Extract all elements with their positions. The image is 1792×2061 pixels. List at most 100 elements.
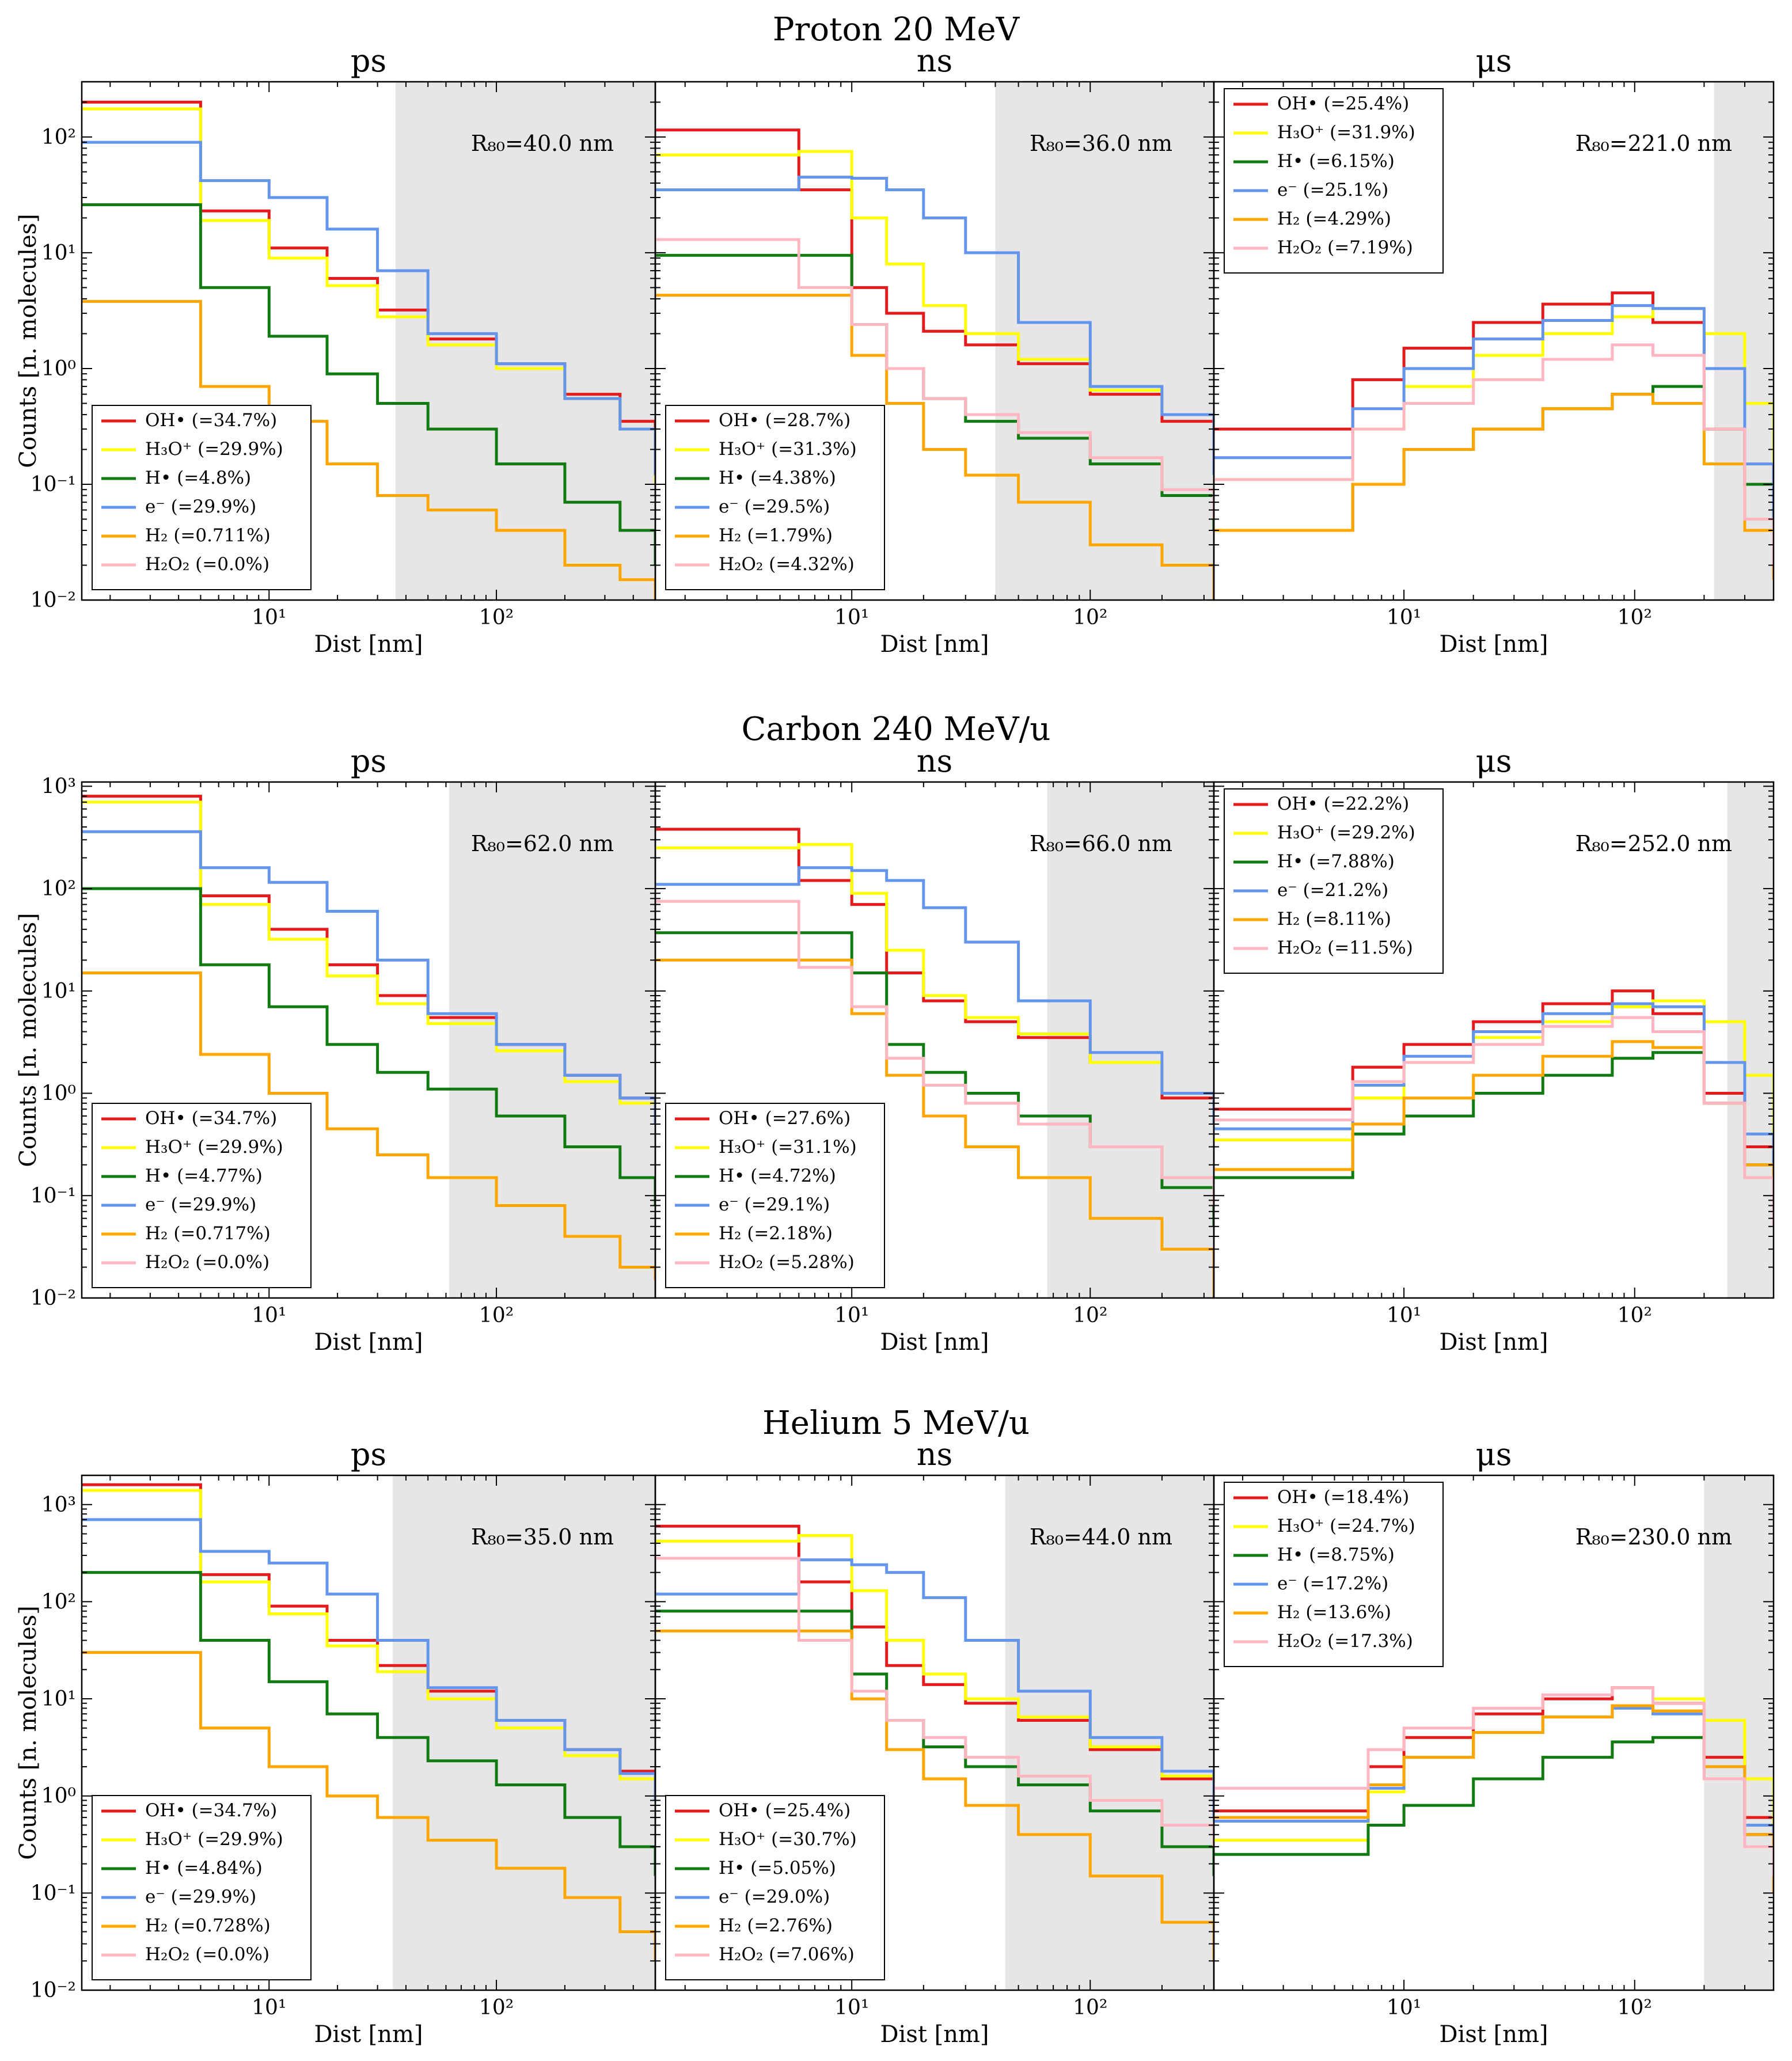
series-e	[82, 141, 655, 476]
x-tick-label: 10¹	[834, 1304, 869, 1327]
y-tick-label: 10³	[41, 775, 76, 798]
legend-entry-e: e⁻ (=29.5%)	[719, 496, 830, 517]
y-tick-label: 10⁰	[41, 357, 76, 381]
x-axis-label: Dist [nm]	[314, 631, 423, 658]
series-H2O2	[655, 899, 1214, 1206]
legend-entry-H: H• (=4.72%)	[719, 1166, 836, 1186]
legend-entry-H2O2: H₂O₂ (=7.06%)	[719, 1944, 855, 1965]
y-tick-label: 10¹	[41, 980, 76, 1003]
legend-entry-H3O: H₃O⁺ (=24.7%)	[1277, 1516, 1415, 1536]
y-tick-label: 10²	[41, 1590, 76, 1614]
series-H2	[82, 971, 655, 1280]
x-tick-label: 10¹	[1387, 1304, 1421, 1327]
series-H	[82, 887, 655, 1206]
legend-entry-H2: H₂ (=2.76%)	[719, 1915, 833, 1936]
series-e	[1214, 1002, 1774, 1188]
legend: OH• (=34.7%) H₃O⁺ (=29.9%) H• (=4.8%) e⁻ (=…	[92, 405, 312, 590]
panel-title: μs	[1476, 1436, 1512, 1472]
legend-entry-H3O: H₃O⁺ (=29.2%)	[1277, 822, 1415, 843]
y-tick-label: 10⁰	[41, 1785, 76, 1808]
legend-entry-e: e⁻ (=29.9%)	[145, 1194, 256, 1215]
y-tick-label: 10⁻¹	[31, 1184, 76, 1208]
legend-entry-OH: OH• (=22.2%)	[1277, 794, 1409, 814]
panel-1-1: 10¹ 10² ns Dist [nm] R₈₀=66.0 nm OH• (=27.6%)…	[654, 743, 1215, 1356]
legend-entry-H2: H₂ (=2.18%)	[719, 1223, 833, 1244]
r80-label: R₈₀=36.0 nm	[1030, 131, 1172, 156]
legend-entry-OH: OH• (=34.7%)	[145, 410, 277, 431]
series-H	[1214, 1051, 1774, 1219]
panel-title: ns	[917, 1436, 953, 1472]
panel-1-2: 10¹ 10² μs Dist [nm] R₈₀=252.0 nm OH• (=22.2%…	[1213, 743, 1775, 1356]
legend-entry-H2O2: H₂O₂ (=0.0%)	[145, 1944, 269, 1965]
series-e	[82, 830, 655, 1124]
r80-shade	[395, 82, 655, 600]
r80-label: R₈₀=44.0 nm	[1030, 1524, 1172, 1550]
panel-title: ps	[351, 43, 386, 79]
legend-entry-H2O2: H₂O₂ (=5.28%)	[719, 1252, 855, 1273]
legend-entry-H2: H₂ (=13.6%)	[1277, 1602, 1391, 1623]
y-tick-label: 10⁻¹	[31, 1881, 76, 1905]
y-tick-label: 10²	[41, 126, 76, 149]
y-tick-label: 10⁻²	[31, 589, 76, 612]
series-H	[82, 1571, 655, 1876]
r80-label: R₈₀=230.0 nm	[1575, 1524, 1732, 1550]
x-tick-label: 10²	[1073, 606, 1107, 629]
series-H	[1214, 1736, 1774, 1893]
legend-entry-H2O2: H₂O₂ (=0.0%)	[145, 1252, 269, 1273]
panel-title: ns	[917, 43, 953, 79]
legend: OH• (=18.4%) H₃O⁺ (=24.7%) H• (=8.75%) e⁻ (…	[1224, 1482, 1444, 1667]
row-title: Proton 20 MeV	[773, 11, 1020, 48]
legend: OH• (=27.6%) H₃O⁺ (=31.1%) H• (=4.72%) e⁻ (…	[665, 1103, 885, 1288]
series-H2	[1214, 393, 1774, 580]
legend-entry-OH: OH• (=34.7%)	[145, 1800, 277, 1821]
row-title: Carbon 240 MeV/u	[742, 711, 1051, 748]
series-H2O2	[1214, 1016, 1774, 1227]
panel-title: ps	[351, 1436, 386, 1472]
x-axis-label: Dist [nm]	[314, 1329, 423, 1356]
y-tick-label: 10³	[41, 1493, 76, 1517]
legend-entry-OH: OH• (=34.7%)	[145, 1108, 277, 1129]
y-tick-label: 10¹	[41, 1687, 76, 1711]
x-tick-label: 10¹	[834, 1996, 869, 2020]
x-tick-label: 10²	[1618, 1996, 1652, 2020]
series-e	[1214, 304, 1774, 530]
legend-entry-H2: H₂ (=0.717%)	[145, 1223, 271, 1244]
series-H2O2	[1214, 1686, 1774, 1876]
x-axis-label: Dist [nm]	[1439, 631, 1548, 658]
panel-title: ns	[917, 743, 953, 779]
x-tick-label: 10¹	[252, 1996, 286, 2020]
x-axis-label: Dist [nm]	[314, 2021, 423, 2048]
r80-label: R₈₀=62.0 nm	[471, 831, 614, 856]
legend: OH• (=28.7%) H₃O⁺ (=31.3%) H• (=4.38%) e⁻ (…	[665, 405, 885, 590]
y-axis-label: Counts [n. molecules]	[15, 214, 41, 468]
r80-shade	[1704, 1475, 1774, 1990]
r80-shade	[1727, 782, 1774, 1298]
axes-frame	[1213, 81, 1775, 601]
x-tick-label: 10¹	[252, 606, 286, 629]
series-H2O2	[1214, 343, 1774, 565]
r80-shade	[1005, 1475, 1214, 1990]
panel-title: ps	[351, 743, 386, 779]
y-tick-label: 10⁻²	[31, 1979, 76, 2002]
x-tick-label: 10²	[479, 1304, 514, 1327]
legend-entry-OH: OH• (=28.7%)	[719, 410, 851, 431]
series-e	[655, 866, 1214, 1124]
x-tick-label: 10²	[479, 1996, 514, 2020]
x-tick-label: 10²	[1618, 606, 1652, 629]
legend-entry-H3O: H₃O⁺ (=29.9%)	[145, 1137, 283, 1157]
legend-entry-H: H• (=4.84%)	[145, 1858, 263, 1878]
legend-entry-H2: H₂ (=8.11%)	[1277, 909, 1391, 929]
legend-entry-H2O2: H₂O₂ (=0.0%)	[145, 554, 269, 575]
r80-label: R₈₀=66.0 nm	[1030, 831, 1172, 856]
x-tick-label: 10¹	[1387, 1996, 1421, 2020]
r80-shade	[1047, 782, 1214, 1298]
panel-title: μs	[1476, 43, 1512, 79]
panel-1-0: 10¹ 10² 10⁻² 10⁻¹ 10⁰ 10¹ 10² 10³ ps Dist [nm] Cou…	[15, 743, 656, 1356]
panel-0-0: 10¹ 10² 10⁻² 10⁻¹ 10⁰ 10¹ 10² ps Dist [nm] Counts…	[15, 43, 656, 658]
x-axis-label: Dist [nm]	[1439, 2021, 1548, 2048]
x-axis-label: Dist [nm]	[880, 631, 989, 658]
legend-entry-H2: H₂ (=1.79%)	[719, 525, 833, 546]
legend-entry-OH: OH• (=18.4%)	[1277, 1487, 1409, 1508]
legend-entry-e: e⁻ (=29.9%)	[145, 496, 256, 517]
